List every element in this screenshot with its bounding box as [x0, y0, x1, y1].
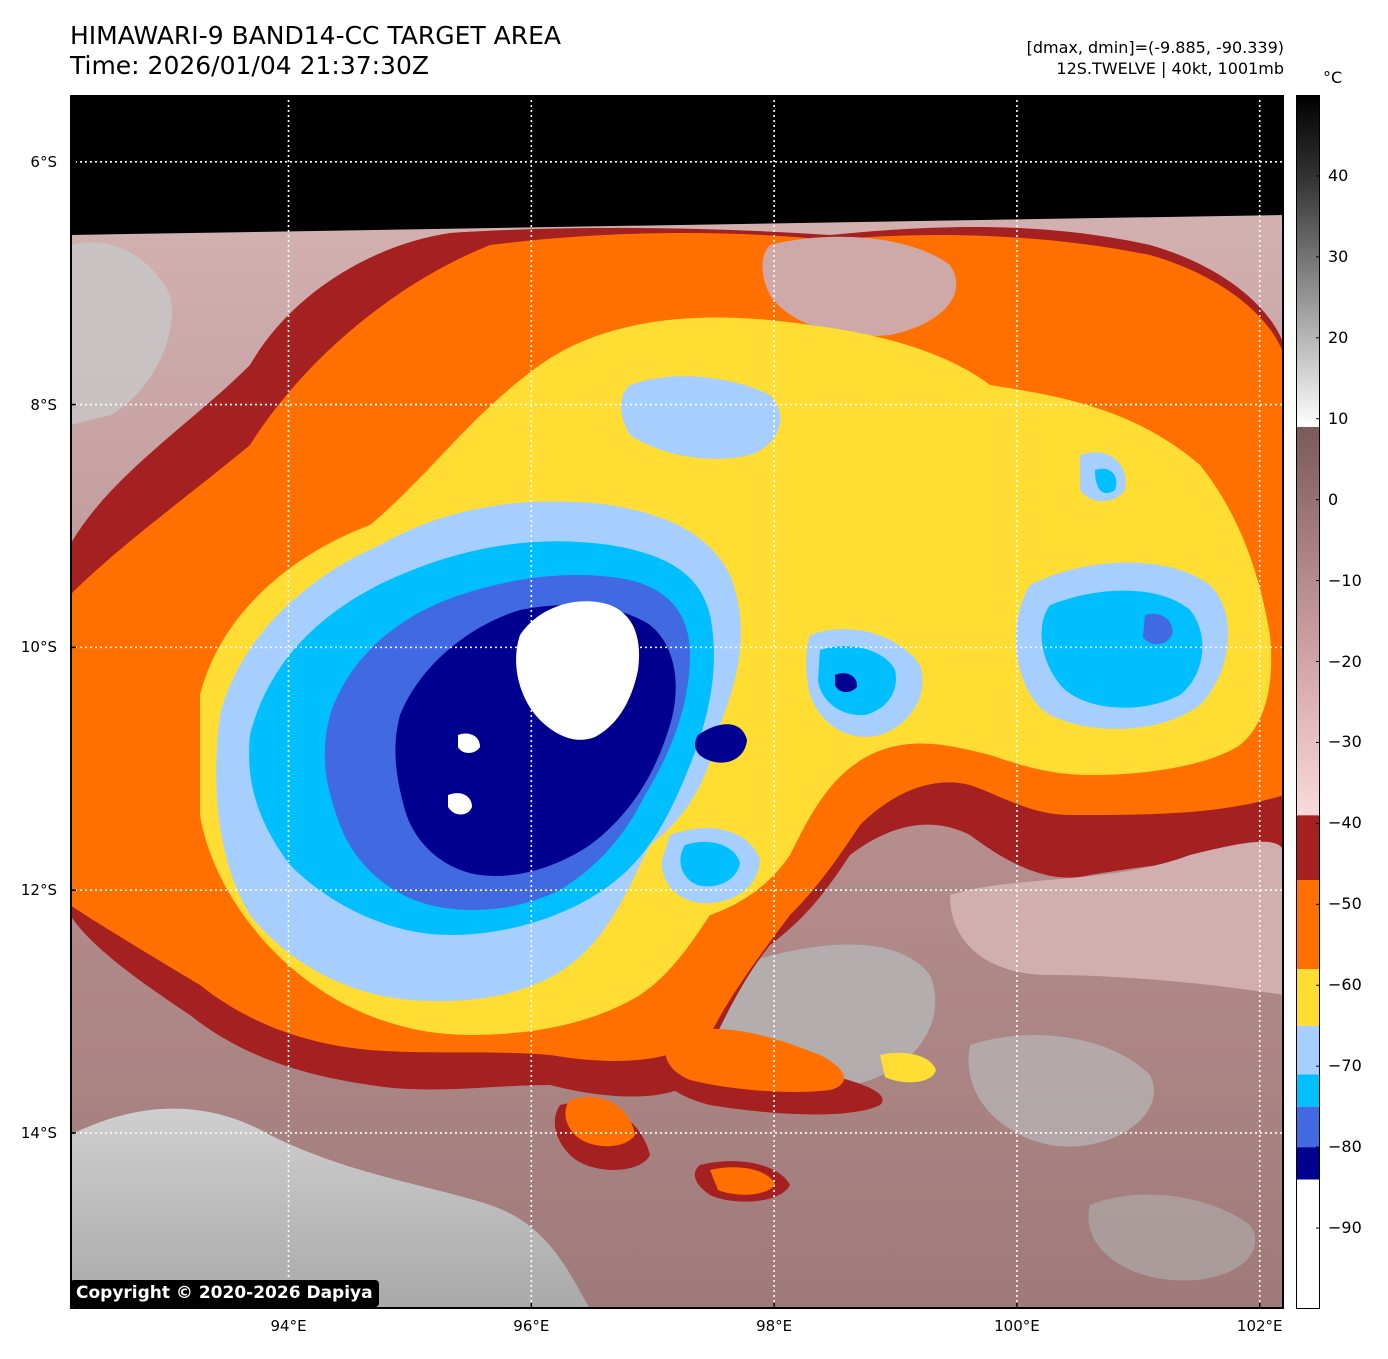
lat-tick-label: 8°S [30, 395, 57, 414]
colorbar-segment [1296, 969, 1320, 1026]
map-frame [70, 95, 1284, 1309]
colorbar-gradient-segment [1296, 426, 1320, 816]
yellow-blob-south [880, 1052, 936, 1083]
lat-tick-label: 6°S [30, 152, 57, 171]
blue-east [1143, 613, 1173, 645]
core-fragment-2 [448, 793, 472, 815]
colorbar-tick-label: −70 [1328, 1056, 1362, 1076]
colorbar-segment [1296, 880, 1320, 970]
lat-tick-label: 10°S [20, 638, 57, 657]
navy-spot-east-1 [695, 724, 747, 763]
colorbar-segment [1296, 1179, 1320, 1309]
lon-tick-label: 100°E [994, 1317, 1040, 1335]
title-line-2: Time: 2026/01/04 21:37:30Z [70, 51, 429, 80]
colorbar-segment [1296, 1074, 1320, 1107]
storm-info: 12S.TWELVE | 40kt, 1001mb [1056, 59, 1284, 78]
colorbar-unit: °C [1323, 68, 1343, 87]
colorbar-tick-label: −90 [1328, 1218, 1362, 1238]
cyan-south-east [680, 841, 740, 887]
title-line-1: HIMAWARI-9 BAND14-CC TARGET AREA [70, 21, 562, 50]
satellite-map [70, 95, 1284, 1309]
colorbar-tick-label: 10 [1328, 408, 1349, 428]
coldest-core [516, 601, 640, 740]
colorbar-frame [1296, 95, 1320, 1309]
lon-tick-label: 94°E [270, 1317, 307, 1335]
colorbar-tick-label: −60 [1328, 975, 1362, 995]
lon-tick-label: 96°E [513, 1317, 550, 1335]
colorbar-tick-label: −30 [1328, 732, 1362, 752]
copyright-badge: Copyright © 2020-2026 Dapiya [70, 1280, 379, 1307]
colorbar-tick-label: −10 [1328, 570, 1362, 590]
colorbar-tick-label: 20 [1328, 327, 1349, 347]
colorbar-tick-label: −50 [1328, 894, 1362, 914]
clear-area-bottom-left [70, 1108, 590, 1309]
lon-tick-label: 102°E [1236, 1317, 1283, 1335]
clear-area-top-left [70, 242, 172, 425]
orange-blob-3 [710, 1167, 775, 1195]
orange-blob-1 [665, 1028, 844, 1092]
lat-tick-label: 14°S [20, 1123, 57, 1142]
navy-spot-east-2 [835, 673, 858, 693]
cyan-east-2 [1095, 468, 1117, 494]
cyan-middle [818, 646, 896, 716]
orange-blob-2 [565, 1096, 635, 1147]
clear-area-right [968, 1035, 1154, 1147]
colorbar-tick-label: −20 [1328, 651, 1362, 671]
lon-tick-label: 98°E [756, 1317, 793, 1335]
colorbar-segment [1296, 1025, 1320, 1075]
no-data-strip [70, 95, 1284, 235]
colorbar-tick-label: 30 [1328, 246, 1349, 266]
clear-area-bottom-right [1088, 1194, 1256, 1281]
range-info: [dmax, dmin]=(-9.885, -90.339) [1026, 38, 1284, 57]
colorbar-tick-label: 40 [1328, 165, 1349, 185]
colorbar-gradient-segment [1296, 95, 1320, 427]
colorbar-segment [1296, 1147, 1320, 1180]
colorbar-tick-label: −80 [1328, 1137, 1362, 1157]
colorbar-segment [1296, 815, 1320, 881]
warm-patch-upper-right [762, 236, 957, 336]
lat-tick-label: 12°S [20, 881, 57, 900]
cyan-east [1041, 590, 1203, 708]
colorbar [1296, 95, 1320, 1309]
colorbar-tick-label: −40 [1328, 813, 1362, 833]
colorbar-tick-label: 0 [1328, 489, 1339, 509]
light-blue-upper [621, 376, 781, 459]
colorbar-segment [1296, 1106, 1320, 1148]
core-fragment-1 [458, 733, 480, 753]
warm-patch-right-lower [950, 841, 1284, 995]
